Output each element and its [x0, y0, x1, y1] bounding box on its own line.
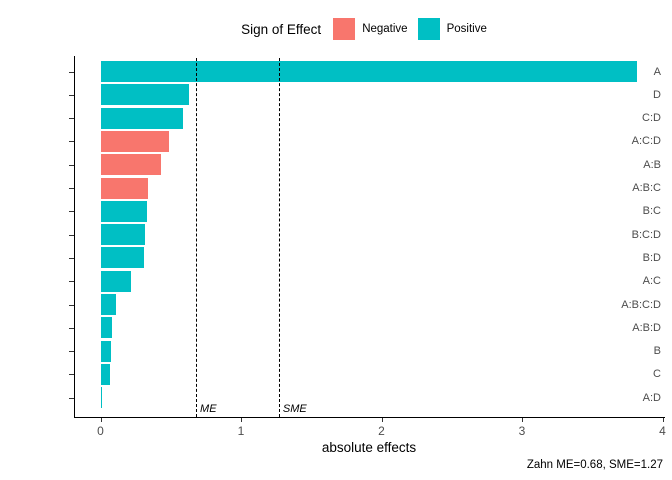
legend-label-positive: Positive — [446, 23, 487, 35]
x-tick-label-0: 0 — [97, 424, 104, 438]
bar-A:B — [100, 154, 161, 176]
legend-item-negative: Negative — [333, 18, 408, 40]
y-tick-mark — [69, 327, 74, 329]
y-tick-label-A:B:D: A:B:D — [632, 321, 661, 334]
x-axis-title: absolute effects — [321, 440, 417, 455]
y-tick-mark — [69, 71, 74, 73]
y-tick-mark — [69, 118, 74, 120]
y-tick-mark — [69, 141, 74, 143]
x-tick-label-3: 3 — [518, 424, 526, 438]
plot-panel: ME SME — [74, 58, 664, 417]
y-tick-mark — [69, 257, 74, 259]
y-tick-mark — [69, 281, 74, 283]
bar-B:C:D — [100, 224, 146, 246]
y-tick-label-B:D: B:D — [642, 251, 661, 264]
y-tick-mark — [69, 397, 74, 399]
x-tick-mark — [381, 418, 383, 422]
reference-line-ME — [196, 58, 198, 417]
bar-B — [100, 340, 112, 362]
bar-A:B:D — [100, 317, 113, 339]
reference-line-SME — [278, 58, 280, 417]
x-tick-mark — [241, 418, 242, 422]
y-tick-label-B: B — [653, 345, 661, 358]
x-tick-mark — [100, 418, 102, 422]
y-tick-mark — [69, 351, 74, 353]
bar-C — [100, 363, 111, 385]
bar-A:D — [100, 387, 102, 409]
legend-item-positive: Positive — [417, 18, 487, 40]
x-tick-mark — [662, 418, 664, 422]
legend-title: Sign of Effect — [241, 21, 322, 37]
x-axis-line — [74, 417, 665, 418]
bar-A:B:C — [100, 177, 149, 199]
x-tick-label-4: 4 — [659, 424, 666, 438]
y-tick-label-A: A — [653, 65, 661, 78]
legend-label-negative: Negative — [362, 23, 408, 35]
bar-A:C:D — [100, 130, 170, 152]
bar-B:C — [100, 200, 147, 222]
bar-B:D — [100, 247, 145, 269]
y-tick-label-A:B:C: A:B:C — [632, 182, 661, 194]
bar-C:D — [100, 107, 184, 129]
y-tick-label-A:B:C:D: A:B:C:D — [621, 298, 661, 311]
caption: Zahn ME=0.68, SME=1.27 — [526, 459, 663, 471]
bar-A:B:C:D — [100, 294, 116, 315]
y-tick-label-A:B: A:B — [643, 158, 661, 171]
y-tick-label-A:C:D: A:C:D — [631, 135, 661, 148]
bar-D — [100, 84, 189, 106]
y-tick-mark — [69, 234, 74, 236]
y-axis-line — [74, 56, 75, 417]
y-tick-label-B:C:D: B:C:D — [631, 228, 661, 241]
bar-A:C — [100, 270, 132, 292]
negative-swatch-icon — [333, 18, 356, 40]
bar-A — [100, 61, 638, 82]
reference-label-ME: ME — [200, 403, 217, 415]
y-tick-mark — [69, 164, 74, 166]
x-tick-label-1: 1 — [237, 424, 245, 438]
y-tick-mark — [69, 94, 74, 96]
legend: Sign of Effect Negative Positive — [74, 10, 664, 48]
y-tick-mark — [69, 211, 74, 213]
x-tick-mark — [522, 418, 523, 422]
y-tick-label-B:C: B:C — [642, 205, 661, 218]
y-tick-label-C:D: C:D — [642, 112, 661, 125]
y-tick-label-A:D: A:D — [642, 391, 661, 404]
x-tick-label-2: 2 — [378, 424, 385, 438]
y-tick-label-C: C — [653, 368, 661, 381]
y-tick-mark — [69, 374, 74, 376]
y-tick-label-A:C: A:C — [642, 275, 661, 288]
y-tick-label-D: D — [653, 88, 661, 101]
positive-swatch-icon — [417, 18, 440, 40]
y-tick-mark — [69, 188, 74, 189]
y-tick-mark — [69, 304, 74, 306]
reference-label-SME: SME — [282, 403, 307, 415]
